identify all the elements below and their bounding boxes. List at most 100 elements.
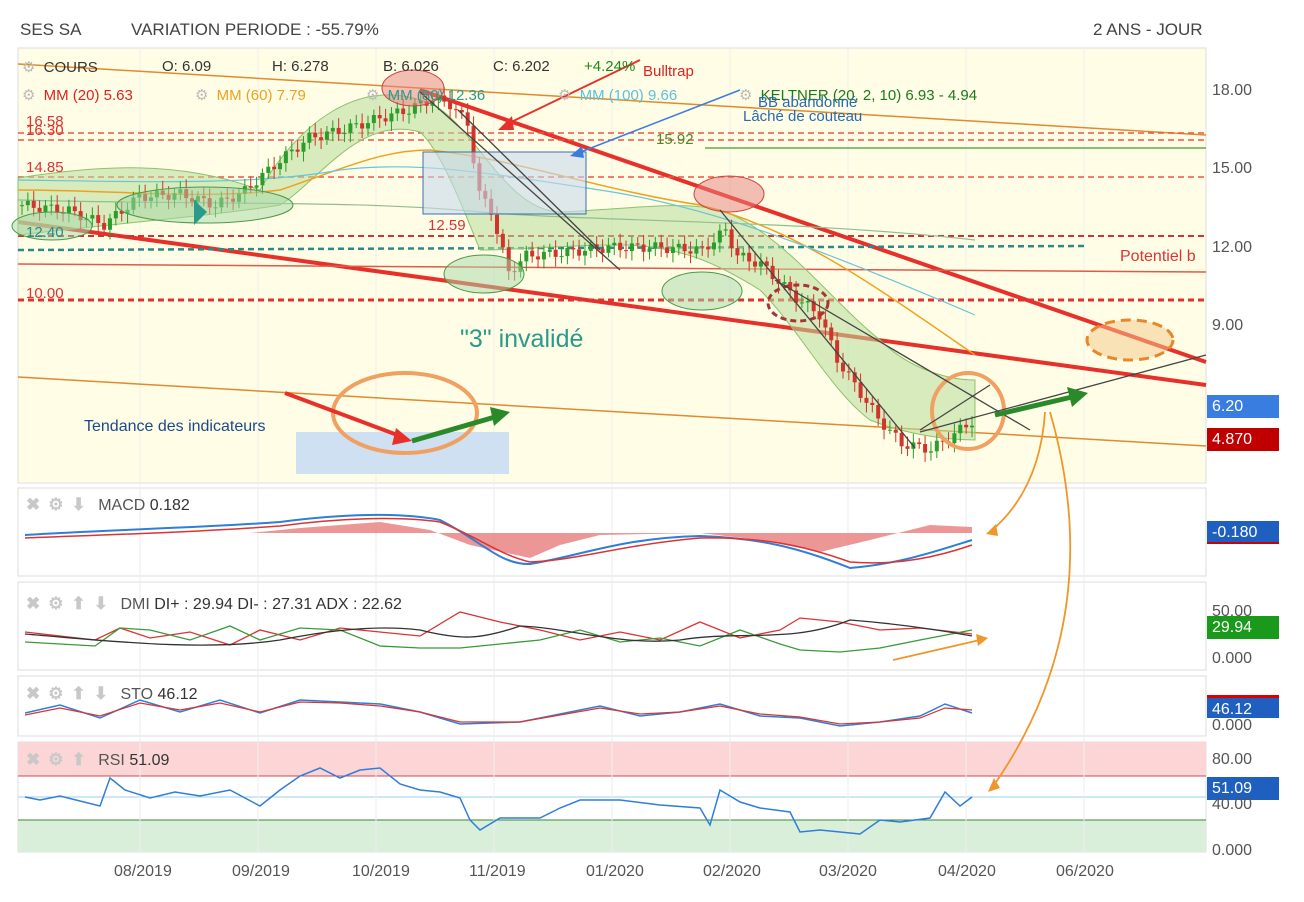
gear-icon[interactable]: ⚙ — [739, 87, 753, 104]
cours-label: COURS — [43, 59, 98, 76]
x-tick: 11/2019 — [469, 863, 526, 880]
arrow-up-icon[interactable]: ⬆ — [71, 750, 86, 769]
period-variation: VARIATION PERIODE : -55.79% — [131, 20, 379, 39]
gear-icon[interactable]: ⚙ — [48, 495, 64, 514]
candle-body — [571, 247, 576, 250]
candle-body — [805, 301, 810, 303]
gear-icon[interactable]: ⚙ — [366, 87, 380, 104]
level-1259-label: 12.59 — [428, 217, 466, 234]
candle-body — [119, 211, 124, 214]
price-tick: 15.00 — [1212, 160, 1253, 177]
candle-body — [858, 382, 863, 398]
cours-legend: ⚙ COURS — [22, 58, 102, 76]
arrow-down-icon[interactable]: ⬇ — [93, 594, 108, 613]
dmi-plus-line — [24, 625, 973, 653]
candle-body — [923, 444, 928, 453]
candle-body — [582, 250, 587, 256]
gear-icon[interactable]: ⚙ — [558, 87, 572, 104]
gear-icon[interactable]: ⚙ — [195, 87, 209, 104]
support-ellipse-4 — [661, 271, 743, 311]
red-support-line — [17, 220, 1207, 387]
candle-body — [840, 362, 845, 372]
top-ellipse — [381, 69, 445, 107]
gear-icon[interactable]: ⚙ — [48, 750, 64, 769]
level-1000-label: 10.00 — [26, 285, 64, 302]
candle-body — [711, 242, 716, 250]
candle-body — [606, 245, 611, 253]
x-tick: 01/2020 — [586, 863, 644, 880]
candle-body — [354, 123, 359, 125]
price-tick: 9.00 — [1212, 317, 1244, 334]
candle-body — [330, 127, 335, 132]
gear-icon[interactable]: ⚙ — [22, 87, 36, 104]
period-selector[interactable]: 2 ANS - JOUR — [1093, 20, 1203, 39]
consolidation-box — [422, 151, 587, 215]
x-tick: 03/2020 — [819, 863, 877, 880]
change-value: +4.24% — [584, 58, 636, 75]
candle-body — [31, 200, 36, 208]
x-tick: 06/2020 — [1056, 863, 1114, 880]
candle-body — [688, 251, 693, 254]
macd-title: ✖ ⚙ ⬇ MACD 0.182 — [26, 495, 190, 515]
level-1485-label: 14.85 — [26, 159, 64, 176]
candle-body — [66, 206, 71, 214]
candle-body — [682, 243, 687, 252]
close-icon[interactable]: ✖ — [26, 684, 41, 703]
mm60-label: MM (60) 7.79 — [216, 87, 306, 104]
candle-body — [647, 248, 652, 252]
rsi-value: 51.09 — [129, 752, 170, 769]
candle-body — [577, 249, 582, 256]
candle-body — [852, 372, 857, 383]
candle-body — [536, 256, 541, 260]
candle-body — [96, 215, 101, 224]
candle-body — [565, 247, 570, 257]
dmi-name: DMI — [120, 596, 150, 613]
candle-body — [20, 205, 24, 207]
gear-icon[interactable]: ⚙ — [48, 684, 64, 703]
rsi-name: RSI — [98, 752, 125, 769]
candle-body — [442, 95, 447, 102]
arrow-up-icon[interactable]: ⬆ — [71, 684, 86, 703]
candle-body — [864, 397, 869, 403]
candle-body — [928, 451, 933, 453]
candle-body — [278, 163, 283, 170]
gear-icon[interactable]: ⚙ — [22, 59, 36, 76]
arrow-down-icon[interactable]: ⬇ — [93, 684, 108, 703]
close-icon[interactable]: ✖ — [26, 495, 41, 514]
support-ellipse-1 — [116, 186, 294, 224]
potentiel-label: Potentiel b — [1120, 248, 1196, 265]
ticker-name: SES SA — [20, 20, 82, 39]
close-icon[interactable]: ✖ — [26, 594, 41, 613]
level-1592-label: 15.92 — [656, 131, 694, 148]
arrow-down-icon[interactable]: ⬇ — [71, 495, 86, 514]
candle-body — [887, 429, 892, 431]
rsi-tag: 51.09 — [1207, 777, 1279, 800]
arrow-up-icon[interactable]: ⬆ — [71, 594, 86, 613]
candle-body — [905, 446, 910, 449]
candle-body — [500, 233, 505, 248]
close-icon[interactable]: ✖ — [26, 750, 41, 769]
candle-body — [283, 151, 288, 164]
sto-tick: 0.000 — [1212, 717, 1253, 734]
candle-body — [49, 204, 54, 206]
candle-body — [917, 442, 922, 445]
candle-body — [319, 137, 324, 140]
candle-body — [741, 252, 746, 256]
candle-body — [970, 425, 974, 428]
candle-body — [670, 247, 675, 253]
gear-icon[interactable]: ⚙ — [48, 594, 64, 613]
candle-body — [624, 250, 629, 252]
high-value: H: 6.278 — [272, 58, 329, 75]
candle-body — [659, 242, 664, 248]
target-ellipse — [1085, 318, 1175, 362]
sto-title: ✖ ⚙ ⬆ ⬇ STO 46.12 — [26, 684, 198, 704]
candle-body — [383, 118, 388, 122]
candle-body — [459, 109, 464, 113]
price-tick: 18.00 — [1212, 82, 1253, 99]
candle-body — [870, 402, 875, 406]
keltner-legend: ⚙ KELTNER (20, 2, 10) 6.93 - 4.94 — [739, 86, 981, 104]
price-tick: 12.00 — [1212, 239, 1253, 256]
rsi-tick: 40.00 — [1212, 796, 1253, 813]
candle-body — [395, 108, 400, 114]
candle-body — [377, 115, 382, 119]
